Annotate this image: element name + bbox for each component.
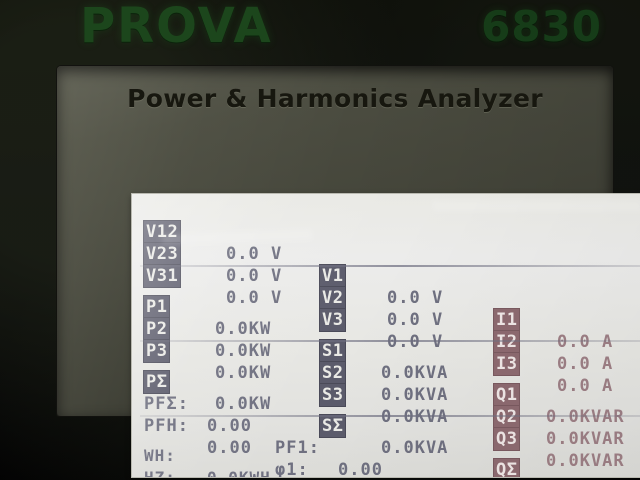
label-p1: P1: [144, 296, 170, 318]
label-i3: I3: [494, 353, 520, 375]
value-i3: 0.0 A: [557, 376, 614, 396]
value-s3: 0.0KVA: [381, 407, 449, 427]
label-p2: P2: [144, 318, 170, 340]
label-pf-total: PFΣ:: [144, 394, 189, 414]
label-hz: HZ:: [144, 467, 176, 477]
label-q1: Q1: [494, 384, 520, 406]
label-v2: V2: [320, 287, 346, 309]
value-q2: 0.0KVAR: [546, 429, 625, 449]
model-number: 6830: [481, 2, 602, 51]
label-q2: Q2: [494, 406, 520, 428]
value-p3: 0.0KW: [215, 363, 272, 383]
value-s1: 0.0KVA: [381, 363, 449, 383]
label-q3: Q3: [494, 428, 520, 450]
value-i1: 0.0 A: [557, 332, 614, 352]
lcd-row-p3: P3 0.0KW S3 0.0KVA Q3 0.0KVAR: [132, 318, 640, 471]
value-i2: 0.0 A: [557, 354, 614, 374]
label-wh: WH:: [144, 446, 176, 465]
value-p1: 0.0KW: [215, 319, 272, 339]
label-q-total: QΣ: [494, 459, 520, 477]
lcd-row-v23: V23 0.0 V V2 0.0 V I2 0.0 A: [132, 221, 640, 374]
lcd-row-wiring-setup: 3φ4W SEC: 2 CT: 1 VT: 1: [132, 467, 640, 477]
brand-row: PROVA 6830: [0, 0, 640, 62]
value-pf-total: 0.00: [207, 416, 252, 436]
value-s-total: 0.0KVA: [381, 438, 449, 458]
brand-logo: PROVA: [80, 0, 273, 54]
lcd-content: V12 0.0 V V1 0.0 V I1 0.0 A V23 0.0 V V2…: [132, 194, 640, 477]
label-pfh: PFH:: [144, 416, 189, 436]
label-v1: V1: [320, 265, 346, 287]
label-p3: P3: [144, 340, 170, 362]
label-i1: I1: [494, 309, 520, 331]
value-q3: 0.0KVAR: [546, 451, 625, 471]
lcd-row-p2: P2 0.0KW S2 0.0KVA Q2 0.0KVAR: [132, 296, 640, 449]
label-s1: S1: [320, 340, 346, 362]
lcd-display: V12 0.0 V V1 0.0 V I1 0.0 A V23 0.0 V V2…: [132, 194, 640, 477]
value-v31: 0.0 V: [226, 288, 283, 308]
lcd-row-p1: P1 0.0KW S1 0.0KVA Q1 0.0KVAR: [132, 274, 640, 427]
value-v2: 0.0 V: [387, 310, 444, 330]
value-v23: 0.0 V: [226, 266, 283, 286]
label-s2: S2: [320, 362, 346, 384]
label-v31: V31: [144, 265, 181, 287]
lcd-row-frequency-demand: HZ: 50.0 F MD: VA MD: W - 1: [132, 445, 640, 477]
label-s3: S3: [320, 384, 346, 406]
label-phi1: φ1:: [275, 460, 309, 477]
value-v3: 0.0 V: [387, 332, 444, 352]
value-q1: 0.0KVAR: [546, 407, 625, 427]
value-pf1: 0.00: [338, 460, 383, 477]
label-p-total: PΣ: [144, 371, 170, 393]
value-s2: 0.0KVA: [381, 385, 449, 405]
lcd-row-energy: WH: 0.0KWH SH: 0.0KVAH QH: 0.0KVARH: [132, 423, 640, 477]
instrument-bezel: Power & Harmonics Analyzer V12 0.0 V V1 …: [57, 66, 640, 477]
label-s-total: SΣ: [320, 415, 346, 437]
value-p2: 0.0KW: [215, 341, 272, 361]
lcd-row-total: PΣ 0.0KW SΣ 0.0KVA QΣ 0.0KVAR: [132, 349, 640, 477]
label-v3: V3: [320, 309, 346, 331]
label-v12: V12: [144, 221, 181, 243]
lcd-separator-1: [140, 265, 640, 267]
lcd-row-phase-angle: PFH: 0.00 φ1: 0.0° φ2: 0.0° φ3: 0.0°: [132, 393, 640, 477]
lcd-row-v12: V12 0.0 V V1 0.0 V I1 0.0 A: [132, 199, 640, 352]
lcd-separator-3: [140, 415, 640, 417]
value-v12: 0.0 V: [226, 244, 283, 264]
lcd-row-power-factor: PFΣ: 0.00 PF1: 0.00 PF2: 0.00 PF3: 0.00: [132, 371, 640, 477]
page-title: Power & Harmonics Analyzer: [127, 84, 543, 113]
value-p-total: 0.0KW: [215, 394, 272, 414]
lcd-separator-2: [140, 340, 640, 342]
value-v1: 0.0 V: [387, 288, 444, 308]
value-wh: 0.0KWH: [207, 467, 271, 477]
lcd-row-v31: V31 0.0 V V3 0.0 V I3 0.0 A: [132, 243, 640, 396]
label-pf1: PF1:: [275, 438, 320, 458]
label-v23: V23: [144, 243, 181, 265]
label-i2: I2: [494, 331, 520, 353]
value-pfh: 0.00: [207, 438, 252, 458]
